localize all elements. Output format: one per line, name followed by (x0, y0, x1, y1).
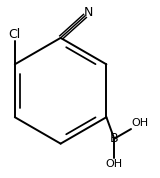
Text: B: B (110, 132, 119, 145)
Text: OH: OH (132, 118, 149, 128)
Text: OH: OH (106, 159, 123, 169)
Text: N: N (84, 6, 93, 19)
Text: Cl: Cl (9, 28, 21, 41)
